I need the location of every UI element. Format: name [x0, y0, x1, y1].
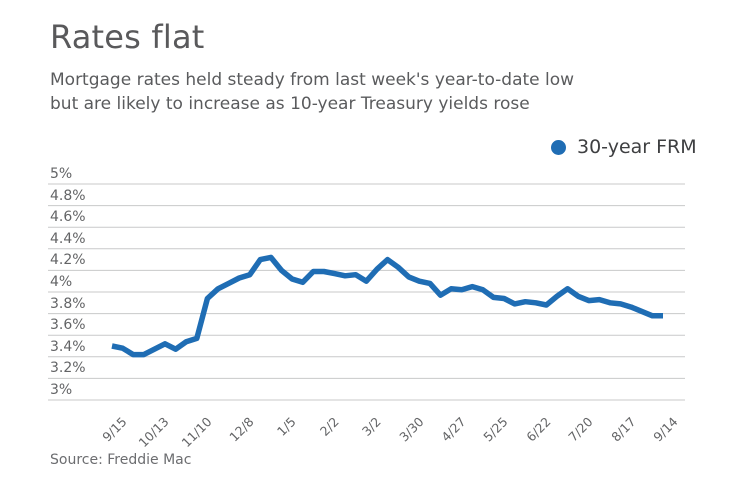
legend-series-label: 30-year FRM [577, 136, 697, 158]
y-axis-tick-label: 4.8% [50, 187, 86, 204]
chart-subtitle-line2: but are likely to increase as 10-year Tr… [50, 94, 530, 114]
y-axis-tick-label: 3.8% [50, 295, 86, 312]
y-axis-tick-label: 4.6% [50, 209, 86, 226]
y-axis-tick-label: 3.2% [50, 360, 86, 377]
y-axis-tick-label: 4% [50, 274, 73, 290]
y-axis-tick-label: 4.2% [50, 252, 86, 269]
page-title: Rates flat [50, 18, 205, 56]
legend-dot-icon [551, 139, 566, 155]
y-axis-tick-label: 3.4% [50, 338, 86, 355]
y-axis-tick-label: 5% [50, 166, 73, 182]
y-axis-tick-label: 3.6% [50, 317, 86, 334]
chart-subtitle: Mortgage rates held steady from last wee… [50, 68, 574, 116]
frm-line-series [111, 254, 663, 358]
source-note: Source: Freddie Mac [50, 452, 192, 468]
legend: 30-year FRM [551, 136, 697, 158]
y-axis-tick-label: 4.4% [50, 230, 86, 247]
y-axis-tick-label: 3% [50, 382, 73, 398]
chart-subtitle-line1: Mortgage rates held steady from last wee… [50, 70, 575, 90]
